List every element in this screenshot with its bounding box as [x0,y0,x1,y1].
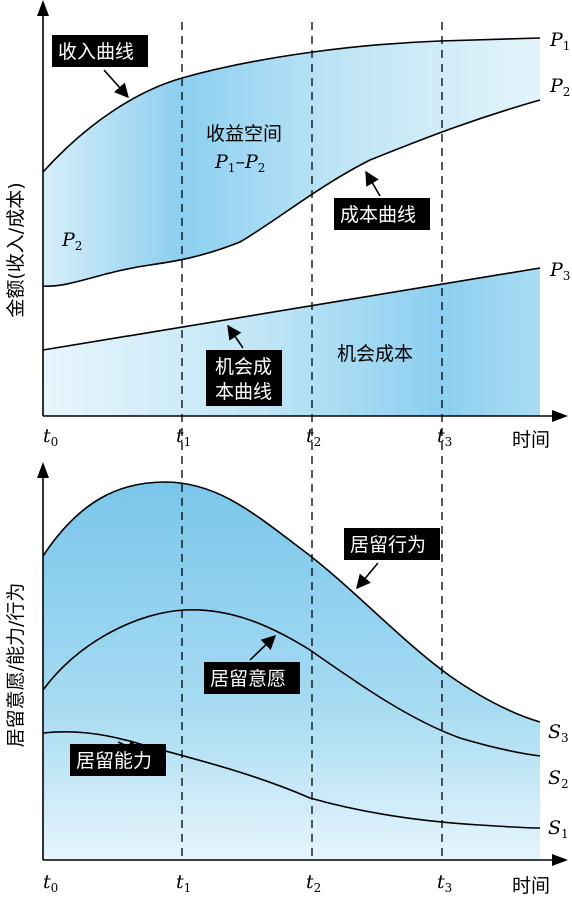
cost-curve-label: 成本曲线 [340,204,416,226]
opportunity-cost-curve-arrow [227,324,244,349]
bottom-panel: 居留意愿/能力/行为 t0 t1 t2 t3 时间 S3 S2 S1 居留行为 … [5,462,569,897]
top-tick-t2: t2 [306,425,321,449]
residence-willingness-callout [204,662,300,694]
opportunity-cost-curve-label-line2: 本曲线 [215,381,272,403]
revenue-curve-callout [52,35,148,67]
bottom-tick-t0: t0 [43,871,58,895]
label-p3: P3 [549,259,570,283]
residence-behavior-callout [344,528,440,560]
opportunity-cost-curve-callout [206,350,282,406]
profit-space-area [43,38,540,287]
bottom-y-axis-arrow [37,462,49,478]
top-tick-t3: t3 [437,425,452,449]
residence-behavior-arrow [356,562,379,590]
bottom-x-axis-arrow [552,854,568,866]
label-p2-end: P2 [549,75,570,99]
top-tick-t1: t1 [176,425,191,449]
profit-space-title: 收益空间 [206,123,282,145]
top-tick-t0: t0 [43,425,58,449]
bottom-tick-t1: t1 [176,871,191,895]
revenue-curve-label: 收入曲线 [58,41,134,63]
top-time-label: 时间 [512,429,550,451]
top-x-axis-arrow [552,410,568,422]
opportunity-cost-area [43,268,540,416]
profit-space-formula: P1–P2 [214,151,265,175]
residence-behavior-curve [42,481,541,723]
revenue-curve-arrow [103,69,129,99]
revenue-curve [42,37,541,173]
label-s2: S2 [548,767,569,791]
bottom-y-axis-label: 居留意愿/能力/行为 [5,583,27,748]
opportunity-cost-curve [42,267,541,351]
cost-curve [42,99,541,287]
top-panel: 金额(收入/成本) t0 t1 t2 t3 时间 P1 P2 P3 P2 收益空… [5,0,570,451]
opportunity-cost-curve-label-line1: 机会成 [215,356,272,378]
residence-behavior-label: 居留行为 [350,534,426,556]
bottom-time-label: 时间 [512,875,550,897]
residence-willingness-curve [42,609,541,757]
residence-ability-arrow [117,740,142,754]
residence-ability-curve [42,730,541,829]
cost-curve-arrow [365,170,381,197]
label-p2-start: P2 [61,229,82,253]
opportunity-cost-area-label: 机会成本 [337,343,413,365]
residence-willingness-label: 居留意愿 [210,668,286,690]
bottom-tick-t3: t3 [437,871,452,895]
top-y-axis-label: 金额(收入/成本) [5,182,27,317]
residence-ability-callout [70,744,166,776]
label-s3: S3 [548,721,569,745]
residence-ability-label: 居留能力 [76,750,152,772]
label-p1: P1 [549,29,570,53]
label-s1: S1 [548,817,569,841]
top-y-axis-arrow [37,0,49,16]
bottom-tick-t2: t2 [306,871,321,895]
cost-curve-callout [334,198,430,230]
residence-willingness-arrow [249,635,277,661]
